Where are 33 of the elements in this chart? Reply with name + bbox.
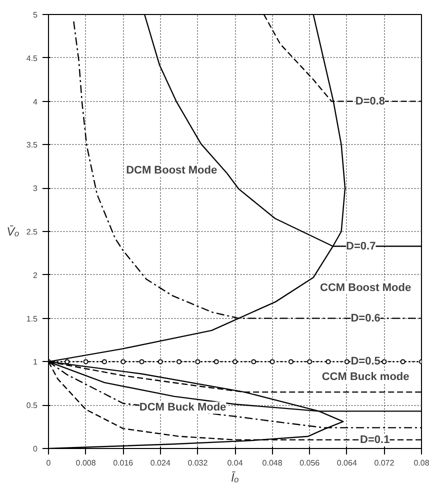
x-tick-label: 0.008 (76, 458, 96, 468)
y-tick-label: 0 (33, 444, 38, 454)
annotation: D=0.8 (355, 95, 386, 108)
y-tick-label: 1.5 (26, 314, 38, 324)
y-tick-label: 4.5 (26, 54, 38, 63)
x-tick-label: 0.072 (374, 458, 395, 468)
annotation: D=0.1 (360, 434, 390, 446)
x-tick-label: 0 (46, 458, 52, 468)
x-axis-title: Īₒ (230, 470, 240, 484)
annotation: CCM Boost Mode (320, 282, 412, 294)
y-tick-label: 2.5 (26, 228, 38, 236)
annotation: D=0.6 (350, 312, 380, 324)
y-tick-label: 4 (33, 97, 38, 106)
annotation: DCM Buck Mode (139, 402, 226, 414)
x-tick-label: 0.024 (150, 458, 171, 468)
annotation: D=0.7 (346, 240, 376, 252)
x-tick-label: 0.016 (113, 458, 134, 468)
x-tick-label: 0.04 (227, 458, 244, 468)
x-tick-label: 0.056 (300, 458, 320, 468)
y-tick-label: 3 (33, 184, 38, 194)
y-tick-label: 2 (33, 270, 38, 280)
y-tick-label: 5 (33, 10, 38, 20)
y-tick-label: 3.5 (26, 140, 38, 150)
y-tick-label: 1 (33, 358, 38, 367)
y-axis-title: V̄ₒ (6, 224, 20, 238)
annotation: D=0.5 (350, 356, 380, 368)
y-tick-label: 0.5 (26, 401, 38, 410)
x-tick-label: 0.08 (414, 458, 429, 468)
x-tick-label: 0.064 (336, 458, 358, 468)
annotation: CCM Buck mode (322, 370, 410, 383)
annotation: DCM Boost Mode (126, 164, 218, 177)
x-tick-label: 0.048 (262, 458, 283, 468)
x-tick-label: 0.032 (188, 458, 208, 468)
